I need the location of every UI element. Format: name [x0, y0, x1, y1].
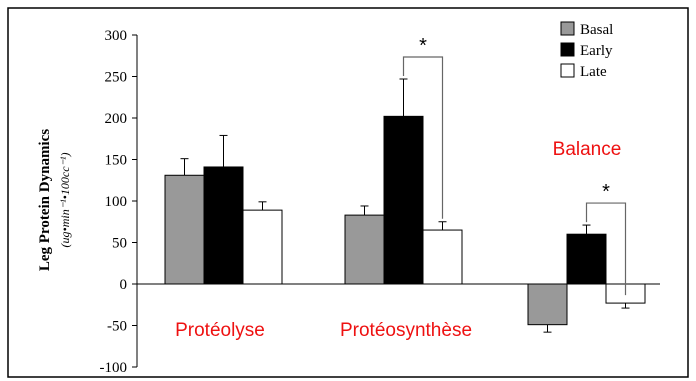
y-axis-title: Leg Protein Dynamics (ug•min⁻¹•100cc⁻¹) — [37, 129, 72, 271]
y-tick-label: 50 — [112, 236, 127, 252]
legend-swatch-early — [560, 42, 575, 57]
significance-bracket-0 — [402, 56, 444, 219]
bar-early-2 — [566, 233, 607, 285]
bar-early-1 — [383, 115, 424, 285]
bar-late-1 — [422, 229, 463, 285]
bar-basal-0 — [164, 174, 205, 285]
bar-late-0 — [242, 209, 283, 285]
y-axis-label: Leg Protein Dynamics — [37, 129, 53, 271]
y-tick-label: 150 — [105, 153, 128, 169]
y-tick-label: 250 — [105, 70, 128, 86]
y-tick-label: 0 — [120, 277, 128, 293]
legend: Basal Early Late — [560, 21, 613, 80]
category-label-1: Protéosynthèse — [340, 320, 472, 341]
significance-star: * — [419, 35, 427, 57]
category-label-0: Protéolyse — [175, 320, 265, 341]
significance-bracket-1 — [585, 202, 627, 296]
frame — [7, 7, 689, 378]
y-tick-label: 100 — [105, 194, 128, 210]
y-axis-unit: (ug•min⁻¹•100cc⁻¹) — [58, 153, 72, 248]
y-tick-label: 300 — [105, 28, 128, 44]
legend-label-late: Late — [580, 64, 607, 80]
significance-star: * — [602, 181, 610, 203]
legend-swatch-basal — [560, 21, 575, 36]
bar-basal-1 — [344, 214, 385, 285]
bar-basal-2 — [527, 283, 568, 326]
legend-label-early: Early — [580, 43, 613, 59]
legend-label-basal: Basal — [580, 22, 613, 38]
bar-early-0 — [203, 166, 244, 285]
y-tick-label: -100 — [100, 360, 128, 376]
category-label-2: Balance — [553, 139, 622, 160]
y-tick-label: 200 — [105, 111, 128, 127]
bars — [164, 78, 646, 333]
legend-swatch-late — [560, 63, 575, 78]
y-tick-label: -50 — [107, 319, 127, 335]
group-labels: Protéolyse Protéosynthèse Balance — [175, 139, 621, 341]
significance-annotations: ** — [402, 35, 627, 296]
